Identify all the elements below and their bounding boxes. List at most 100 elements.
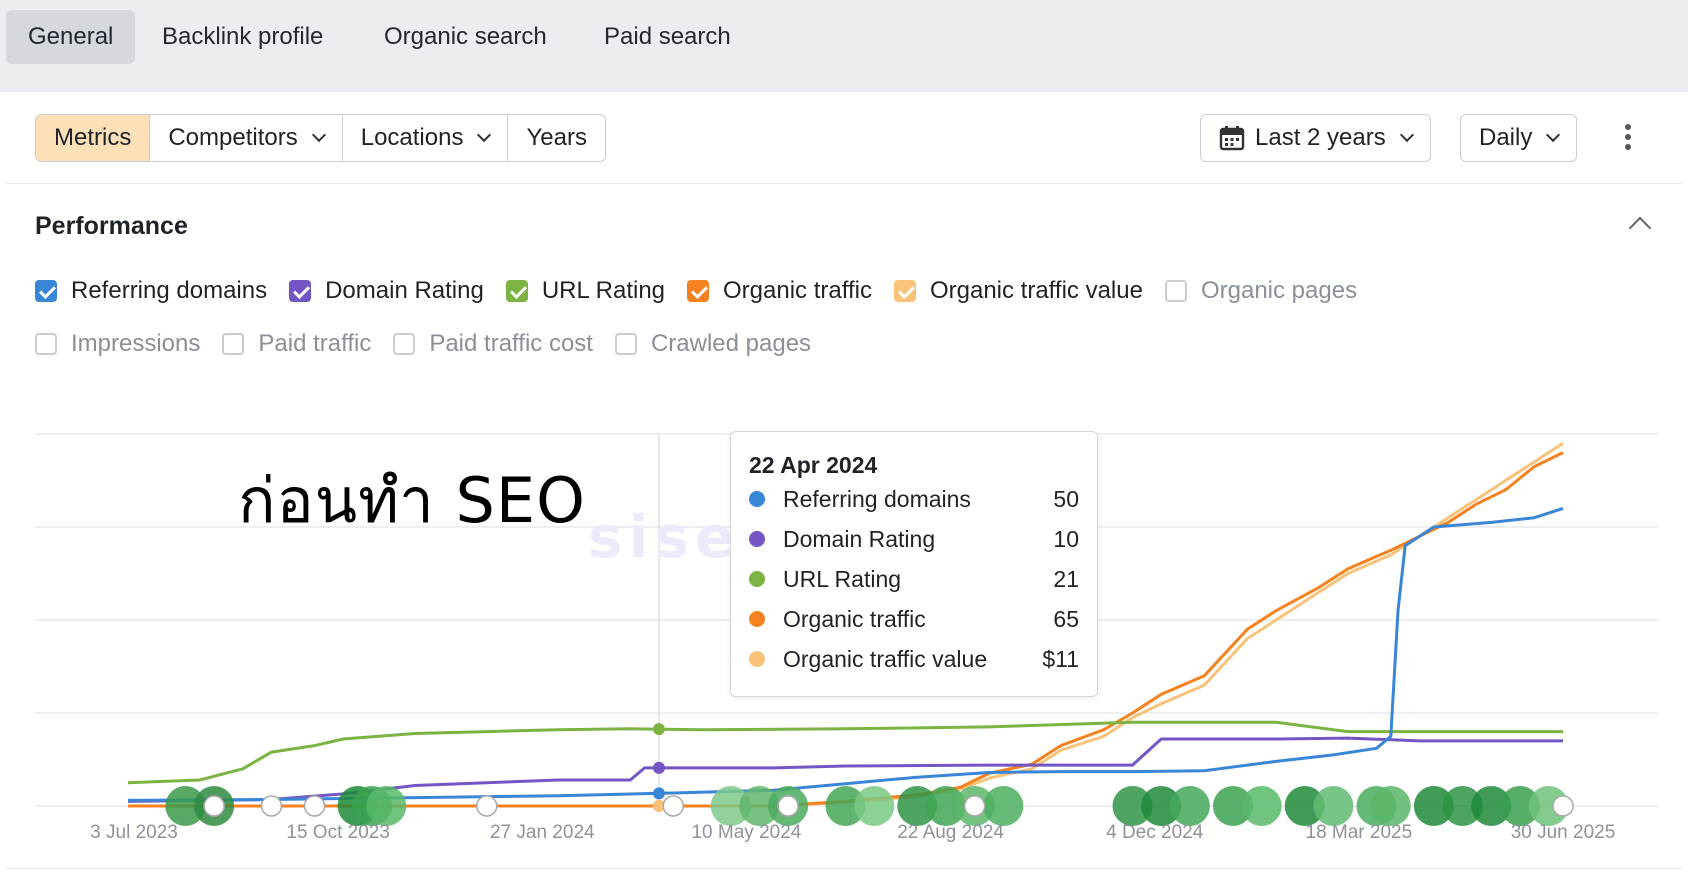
- annotation-marker: [1141, 786, 1182, 826]
- annotation-badge: [1552, 795, 1574, 817]
- annotation-marker: [1471, 786, 1512, 826]
- view-segmented-control: Metrics Competitors Locations Years: [35, 114, 606, 162]
- hover-point: [652, 761, 665, 774]
- tab-backlink-profile[interactable]: Backlink profile: [162, 23, 324, 50]
- interval-button[interactable]: Daily: [1460, 114, 1578, 162]
- date-range-button[interactable]: Last 2 years: [1200, 114, 1431, 162]
- annotation-marker: [1313, 786, 1354, 826]
- checkbox-label: Organic pages: [1200, 277, 1358, 304]
- annotation-badge: [963, 795, 986, 817]
- tooltip-series-name: Domain Rating: [783, 525, 936, 552]
- chevron-down-icon: [311, 127, 326, 143]
- checkbox-paid-traffic-cost[interactable]: Paid traffic cost: [393, 330, 593, 358]
- checkbox-organic-traffic[interactable]: Organic traffic: [687, 277, 872, 305]
- checkbox-paid-traffic[interactable]: Paid traffic: [222, 330, 371, 358]
- tooltip-row: URL Rating 21: [749, 564, 1079, 594]
- tab-general[interactable]: General: [6, 10, 136, 64]
- tooltip-series-name: Organic traffic: [783, 605, 926, 632]
- tooltip-row: Domain Rating 10: [749, 524, 1079, 554]
- annotation-marker: [925, 786, 966, 826]
- performance-chart: 3 Jul 2023 15 Oct 2023 27 Jan 2024 10 May 2…: [35, 433, 1658, 843]
- more-options-icon[interactable]: [1616, 120, 1640, 156]
- x-tick-label: 30 Jun 2025: [1511, 822, 1616, 843]
- x-tick-label: 27 Jan 2024: [490, 822, 595, 843]
- tooltip-row: Organic traffic value $11: [749, 644, 1079, 674]
- checkbox-box[interactable]: [222, 333, 245, 355]
- checkbox-box[interactable]: [687, 280, 710, 302]
- annotation-marker: [983, 786, 1024, 826]
- tooltip-series-name: Organic traffic value: [783, 645, 988, 672]
- tooltip-series-value: 65: [1053, 605, 1079, 632]
- checkbox-label: Paid traffic: [258, 330, 372, 357]
- annotation-badge: [777, 795, 799, 817]
- checkbox-box[interactable]: [35, 280, 57, 302]
- annotation-badge: [662, 795, 685, 817]
- series-line-referring-domains: [127, 506, 1564, 802]
- checkbox-label: Crawled pages: [650, 330, 812, 357]
- annotation-marker: [1241, 786, 1282, 826]
- checkbox-box[interactable]: [1164, 280, 1187, 302]
- hover-point: [652, 800, 665, 812]
- series-line-domain-rating: [127, 736, 1563, 803]
- checkbox-box[interactable]: [614, 333, 637, 355]
- checkbox-label: Referring domains: [71, 277, 268, 304]
- segment-locations-label: Locations: [360, 124, 464, 151]
- checkbox-box[interactable]: [505, 280, 528, 302]
- segment-years-label: Years: [526, 124, 587, 151]
- segment-competitors[interactable]: Competitors: [150, 115, 343, 161]
- checkbox-domain-rating[interactable]: Domain Rating: [289, 277, 484, 305]
- checkbox-box[interactable]: [393, 333, 416, 355]
- annotation-badge: [260, 795, 283, 817]
- checkbox-box[interactable]: [35, 333, 57, 355]
- x-tick-label: 15 Oct 2023: [286, 822, 390, 843]
- legend-dot: [749, 531, 765, 547]
- series-line-url-rating: [127, 720, 1563, 785]
- annotation-marker: [1112, 786, 1153, 826]
- segment-metrics[interactable]: Metrics: [36, 115, 151, 161]
- checkbox-organic-pages[interactable]: Organic pages: [1164, 277, 1358, 305]
- annotation-badge: [303, 795, 326, 817]
- segment-years[interactable]: Years: [508, 115, 605, 161]
- segment-locations[interactable]: Locations: [343, 115, 509, 161]
- tab-paid-search[interactable]: Paid search: [604, 23, 731, 50]
- tooltip-series-value: 21: [1053, 565, 1079, 592]
- segment-competitors-label: Competitors: [168, 124, 298, 151]
- legend-dot: [749, 651, 765, 667]
- annotation-marker: [897, 786, 938, 826]
- tooltip-row: Organic traffic 65: [749, 604, 1079, 634]
- checkbox-box[interactable]: [893, 280, 916, 302]
- top-tab-bar: [0, 0, 1688, 92]
- annotation-marker: [739, 786, 780, 826]
- tooltip-series-name: URL Rating: [783, 565, 902, 592]
- checkbox-label: Impressions: [71, 330, 201, 357]
- divider: [6, 183, 1682, 184]
- checkbox-box[interactable]: [289, 280, 312, 302]
- checkbox-impressions[interactable]: Impressions: [35, 330, 200, 358]
- checkbox-organic-traffic-value[interactable]: Organic traffic value: [893, 277, 1143, 305]
- chart-title: ก่อนทำ SEO: [238, 464, 586, 537]
- tooltip-row: Referring domains 50: [749, 484, 1079, 514]
- annotation-marker: [854, 786, 895, 826]
- annotation-badge: [476, 795, 498, 817]
- tooltip-series-value: 50: [1053, 485, 1079, 512]
- chevron-down-icon: [1546, 127, 1561, 143]
- tab-organic-search[interactable]: Organic search: [384, 23, 547, 50]
- annotation-marker: [1169, 786, 1210, 826]
- checkbox-label: Organic traffic value: [929, 277, 1143, 304]
- x-tick-label: 4 Dec 2024: [1106, 822, 1204, 843]
- chevron-down-icon: [1399, 127, 1414, 143]
- annotation-marker: [366, 786, 407, 826]
- tooltip-series-name: Referring domains: [783, 485, 971, 512]
- checkbox-label: Organic traffic: [723, 277, 872, 304]
- annotation-marker: [165, 786, 206, 826]
- x-tick-label: 18 Mar 2025: [1306, 822, 1413, 843]
- legend-dot: [749, 491, 765, 507]
- checkbox-crawled-pages[interactable]: Crawled pages: [614, 330, 812, 358]
- annotation-marker: [1284, 786, 1325, 826]
- calendar-icon: [1219, 126, 1245, 151]
- chevron-down-icon: [477, 127, 492, 143]
- checkbox-url-rating[interactable]: URL Rating: [505, 277, 665, 305]
- checkbox-label: Domain Rating: [325, 277, 484, 304]
- annotation-marker: [710, 786, 751, 826]
- checkbox-referring-domains[interactable]: Referring domains: [35, 277, 267, 305]
